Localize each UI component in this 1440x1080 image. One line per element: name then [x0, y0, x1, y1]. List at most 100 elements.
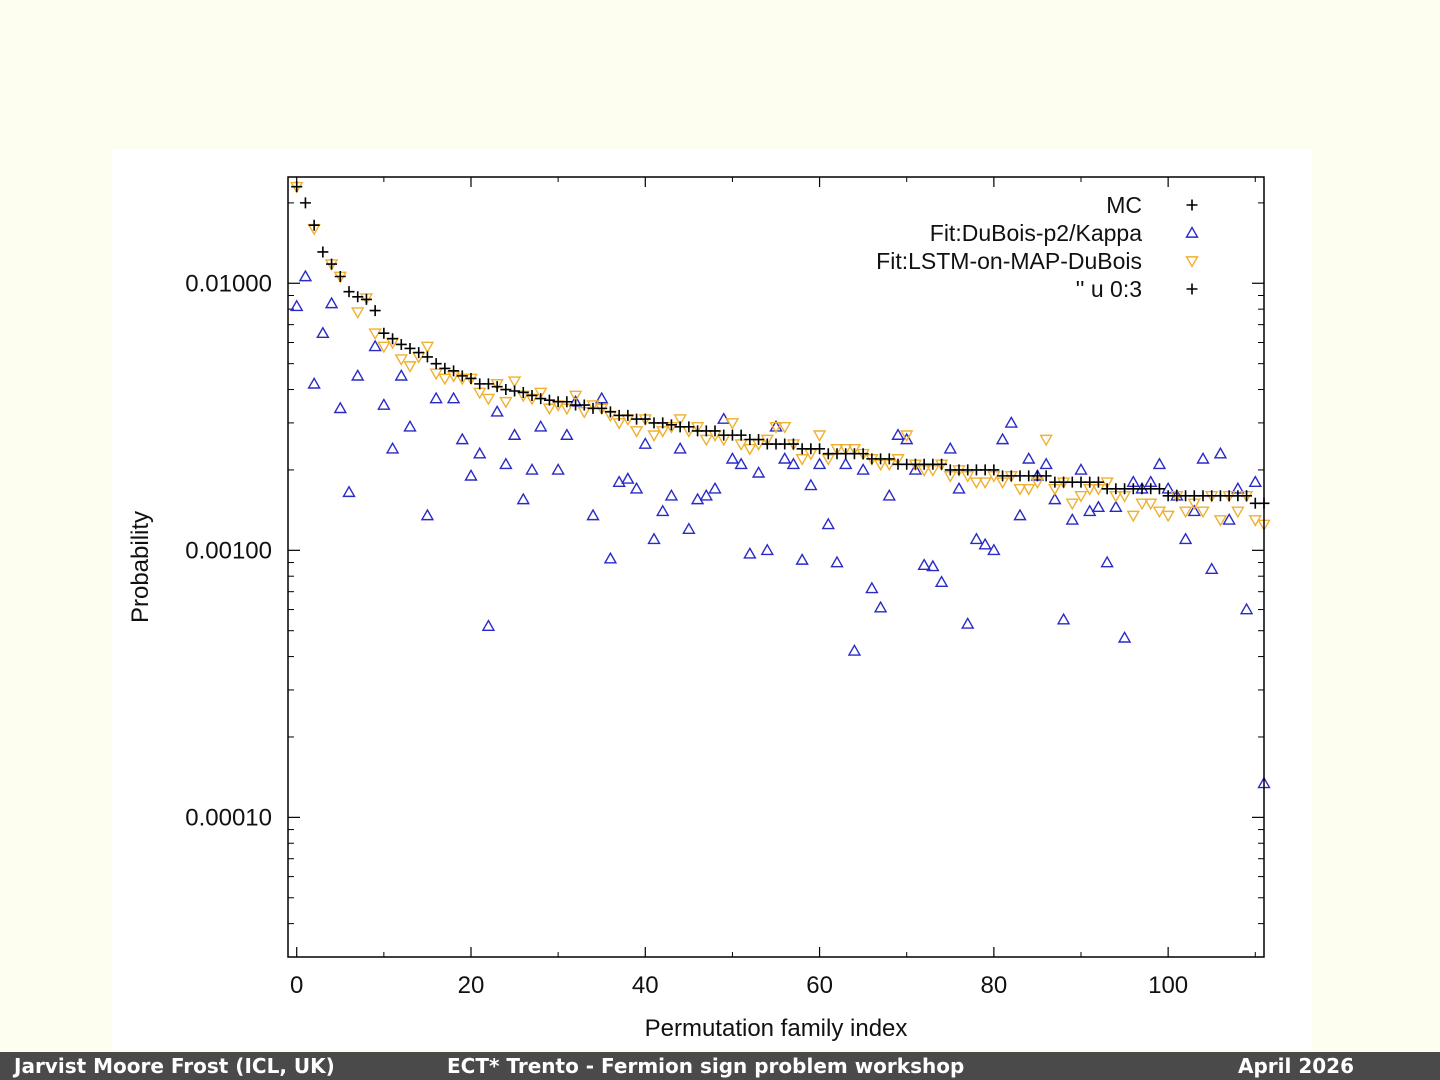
data-point — [725, 418, 740, 430]
data-point — [821, 517, 835, 530]
data-point — [1205, 562, 1219, 574]
data-point — [978, 537, 992, 550]
data-point — [1109, 500, 1123, 513]
data-point — [743, 443, 757, 456]
data-point — [578, 399, 590, 411]
data-point — [342, 485, 356, 498]
data-point — [622, 409, 634, 421]
data-point — [1161, 510, 1175, 523]
data-point — [1091, 500, 1106, 513]
data-point — [1213, 515, 1228, 527]
data-point — [612, 475, 626, 487]
data-point — [385, 441, 400, 454]
data-point — [978, 477, 992, 490]
data-point — [1040, 470, 1052, 482]
data-point — [900, 432, 914, 445]
data-point — [891, 454, 905, 466]
data-point — [699, 488, 713, 501]
data-point — [734, 457, 748, 470]
data-point — [682, 522, 696, 534]
data-point — [509, 385, 521, 397]
data-point — [317, 246, 329, 258]
data-point — [403, 419, 417, 432]
data-point — [969, 477, 984, 490]
data-point — [465, 372, 477, 384]
data-point — [1092, 476, 1104, 488]
data-point — [1248, 475, 1262, 487]
footer-bar: Jarvist Moore Frost (ICL, UK) ECT* Trent… — [0, 1052, 1440, 1080]
data-point — [787, 438, 799, 450]
y-axis-title: Probability — [127, 511, 154, 623]
data-point — [883, 453, 895, 465]
data-point — [908, 463, 923, 475]
footer-event: ECT* Trento - Fermion sign problem works… — [447, 1054, 965, 1078]
data-point — [535, 393, 547, 405]
data-point — [1100, 477, 1114, 490]
data-point — [760, 543, 774, 556]
data-point — [561, 396, 573, 408]
data-point — [1022, 483, 1036, 496]
data-point — [673, 441, 687, 454]
data-point — [490, 379, 504, 391]
data-point — [387, 333, 399, 345]
data-point — [629, 426, 644, 438]
data-point — [507, 376, 522, 389]
data-point — [377, 398, 391, 410]
data-point — [665, 419, 677, 431]
plot-panel: 0 20 40 60 80 100 0.00010 0.00100 0.01000 MC Fit:… — [112, 149, 1312, 1050]
data-point — [517, 386, 529, 398]
data-point — [1013, 508, 1027, 521]
data-point — [873, 600, 888, 613]
data-point — [473, 446, 487, 459]
data-point — [1231, 506, 1245, 519]
data-point — [1117, 630, 1132, 643]
data-point — [621, 472, 635, 484]
data-point — [324, 296, 339, 309]
data-point — [334, 271, 346, 283]
data-point — [839, 457, 853, 470]
legend-label: Fit:DuBois-p2/Kappa — [930, 220, 1142, 246]
data-point — [439, 362, 451, 374]
data-point — [500, 384, 512, 396]
data-point — [769, 422, 783, 434]
data-point — [926, 559, 940, 572]
data-point — [936, 458, 948, 470]
data-point — [1196, 451, 1210, 464]
data-point — [1213, 446, 1228, 459]
data-point — [351, 368, 365, 381]
data-point — [795, 553, 809, 565]
data-point — [751, 465, 766, 478]
data-point — [778, 451, 792, 464]
data-point — [421, 351, 433, 363]
y-tick-label: 0.00100 — [185, 537, 272, 564]
data-point — [534, 419, 548, 432]
data-point — [291, 181, 303, 193]
data-point — [847, 644, 862, 656]
plot-frame — [287, 176, 1265, 958]
data-point — [352, 291, 364, 303]
data-point — [795, 454, 809, 466]
data-point — [647, 532, 661, 545]
data-point — [629, 481, 644, 494]
data-point — [1144, 498, 1158, 511]
data-point — [413, 347, 425, 359]
data-point — [882, 488, 896, 501]
data-point — [1241, 490, 1253, 502]
data-point — [708, 481, 722, 494]
data-point — [394, 354, 408, 367]
x-tick-label: 40 — [632, 972, 659, 999]
data-point — [1004, 415, 1018, 428]
x-tick-label: 20 — [458, 972, 485, 999]
data-point — [351, 307, 365, 319]
data-point — [857, 448, 869, 460]
data-point — [448, 365, 460, 377]
data-point — [316, 326, 330, 339]
legend-marker — [1185, 256, 1199, 268]
x-tick-label: 60 — [806, 972, 833, 999]
legend-label: '' u 0:3 — [1076, 276, 1142, 302]
data-point — [830, 555, 844, 568]
data-point — [647, 430, 661, 443]
data-point — [934, 575, 949, 587]
data-point — [404, 342, 416, 354]
data-point — [456, 370, 468, 382]
